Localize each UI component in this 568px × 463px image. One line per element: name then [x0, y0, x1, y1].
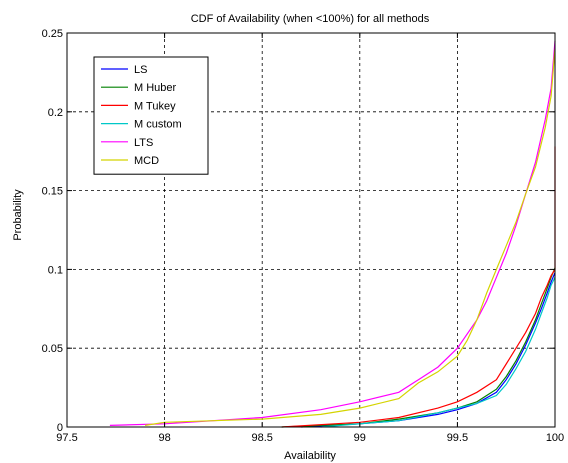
- series-line-mcd: [145, 48, 556, 426]
- legend-label-m-tukey: M Tukey: [134, 100, 176, 112]
- y-tick-label: 0.2: [48, 107, 63, 119]
- y-tick-label: 0.05: [42, 343, 63, 355]
- legend-label-m-custom: M custom: [134, 119, 182, 131]
- series-line-m-huber: [281, 267, 556, 428]
- x-axis-label: Availability: [284, 450, 336, 462]
- x-tick-label: 97.5: [56, 432, 77, 444]
- y-axis-label: Probability: [12, 189, 24, 241]
- legend: LS M Huber M Tukey M custom LTS MCD: [93, 56, 209, 175]
- axis-ticks: 97.5 98 98.5 99 99.5 100 0 0.05 0.1 0.15 0.2 0.25: [42, 28, 565, 444]
- x-tick-label: 99: [354, 432, 366, 444]
- chart-title: CDF of Availability (when <100%) for all…: [191, 13, 430, 25]
- plot-frame: [66, 32, 556, 428]
- legend-box: [93, 56, 209, 175]
- series-lines: [109, 40, 556, 428]
- legend-label-mcd: MCD: [134, 155, 159, 167]
- series-line-m-custom: [320, 277, 556, 428]
- y-tick-label: 0.25: [42, 28, 63, 40]
- legend-label-ls: LS: [134, 64, 147, 76]
- x-tick-label: 100: [546, 432, 564, 444]
- series-line-m-tukey: [281, 146, 556, 428]
- legend-label-m-huber: M Huber: [134, 82, 177, 94]
- x-tick-label: 98: [158, 432, 170, 444]
- legend-label-lts: LTS: [134, 137, 153, 149]
- y-tick-label: 0.15: [42, 186, 63, 198]
- x-tick-label: 98.5: [251, 432, 272, 444]
- x-tick-label: 99.5: [447, 432, 468, 444]
- y-tick-label: 0.1: [48, 264, 63, 276]
- y-tick-label: 0: [57, 422, 63, 434]
